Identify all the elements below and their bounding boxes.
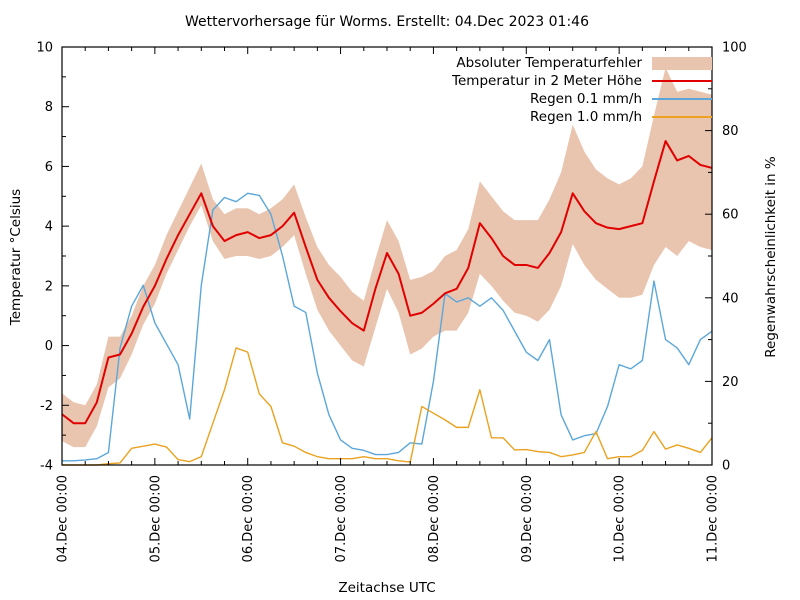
rain-01-line xyxy=(62,192,713,462)
x-tick-label: 10.Dec 00:00 xyxy=(613,475,628,562)
y-right-tick-label: 80 xyxy=(722,124,739,139)
legend-item-temperature-error: Absoluter Temperaturfehler xyxy=(0,54,712,72)
legend-label: Temperatur in 2 Meter Höhe xyxy=(452,73,642,89)
y-left-tick-label: 2 xyxy=(45,279,53,294)
legend-item-rain-01: Regen 0.1 mm/h xyxy=(0,90,712,108)
x-tick-label: 11.Dec 00:00 xyxy=(706,475,721,562)
x-tick-label: 07.Dec 00:00 xyxy=(334,475,349,562)
rain-10-line xyxy=(62,347,713,466)
y-left-tick-label: 4 xyxy=(45,220,53,235)
y-right-tick-label: 60 xyxy=(722,208,739,223)
y-left-tick-label: 10 xyxy=(36,41,53,56)
y-left-tick-label: -4 xyxy=(40,459,53,474)
blue-line-swatch-icon xyxy=(652,98,712,100)
x-tick-label: 09.Dec 00:00 xyxy=(520,475,535,562)
x-axis-title: Zeitachse UTC xyxy=(338,580,436,596)
x-tick-label: 08.Dec 00:00 xyxy=(427,475,442,562)
chart-title: Wettervorhersage für Worms. Erstellt: 04… xyxy=(184,14,589,30)
red-line-swatch-icon xyxy=(652,80,712,82)
legend-label: Absoluter Temperaturfehler xyxy=(456,55,642,71)
x-tick-label: 06.Dec 00:00 xyxy=(241,475,256,562)
y-axis-title-left: Temperatur °Celsius xyxy=(8,188,24,326)
temperature-error-band xyxy=(62,67,712,448)
band-swatch-icon xyxy=(652,56,712,70)
orange-line-swatch-icon xyxy=(652,116,712,118)
x-tick-label: 05.Dec 00:00 xyxy=(148,475,163,562)
temperature-line xyxy=(61,140,713,425)
legend: Absoluter Temperaturfehler Temperatur in… xyxy=(0,54,712,126)
x-tick-label: 04.Dec 00:00 xyxy=(56,475,71,562)
legend-item-rain-10: Regen 1.0 mm/h xyxy=(0,108,712,126)
legend-label: Regen 1.0 mm/h xyxy=(530,109,642,125)
y-left-tick-label: 0 xyxy=(45,339,53,354)
y-right-tick-label: 20 xyxy=(722,375,739,390)
y-axis-title-right: Regenwahrscheinlichkeit in % xyxy=(763,156,779,358)
y-right-tick-label: 100 xyxy=(722,41,747,56)
legend-item-temperature: Temperatur in 2 Meter Höhe xyxy=(0,72,712,90)
y-right-tick-label: 40 xyxy=(722,291,739,306)
y-left-tick-label: -2 xyxy=(40,399,53,414)
y-left-tick-label: 8 xyxy=(45,100,53,115)
y-left-tick-label: 6 xyxy=(45,160,53,175)
y-right-tick-label: 0 xyxy=(722,459,730,474)
legend-label: Regen 0.1 mm/h xyxy=(530,91,642,107)
